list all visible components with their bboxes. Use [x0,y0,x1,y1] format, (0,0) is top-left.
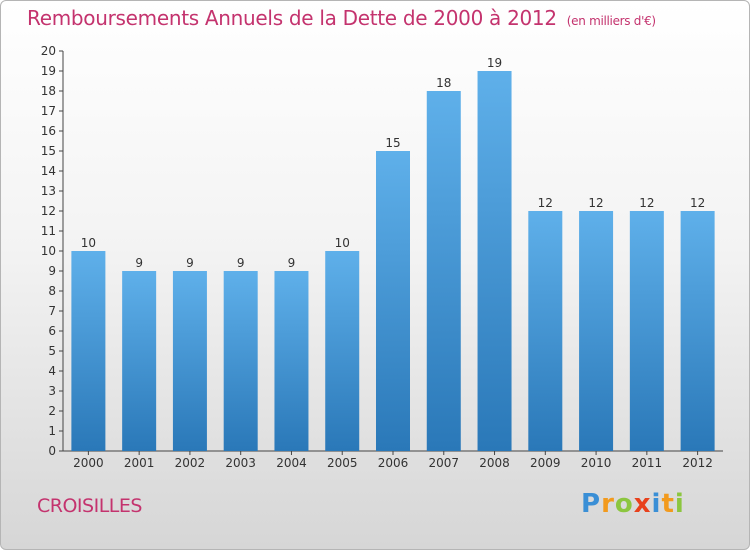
logo-letter: r [601,489,615,519]
value-label: 15 [385,136,400,150]
logo-letter: i [674,489,685,519]
bar-2006 [376,151,410,451]
y-tick-label: 7 [48,304,56,318]
y-tick-label: 17 [41,104,56,118]
y-tick-label: 15 [41,144,56,158]
value-label: 9 [237,256,245,270]
proxiti-logo: Proxiti [581,489,685,519]
bar-2001 [122,271,157,451]
logo-letter: t [661,489,675,519]
bar-2011 [629,211,664,451]
value-label: 9 [186,256,194,270]
y-tick-label: 4 [48,364,56,378]
y-tick-label: 8 [48,284,56,298]
bar-2009 [528,211,563,451]
logo-letter: x [633,489,652,519]
value-label: 10 [335,236,350,250]
x-tick-label: 2012 [682,456,713,470]
x-tick-label: 2005 [327,456,358,470]
logo-letter: P [581,489,602,519]
x-tick-label: 2006 [378,456,409,470]
bar-2000 [71,251,106,451]
bars [71,71,715,451]
y-tick-label: 3 [48,384,56,398]
value-label: 18 [436,76,451,90]
bar-2008 [477,71,512,451]
y-tick-label: 6 [48,324,56,338]
value-label: 12 [588,196,603,210]
value-label: 10 [81,236,96,250]
chart-title-text: Remboursements Annuels de la Dette de 20… [27,6,557,30]
value-label: 12 [538,196,553,210]
y-tick-label: 19 [41,64,56,78]
city-name: CROISILLES [37,495,142,517]
y-tick-label: 1 [48,424,56,438]
y-tick-label: 11 [41,224,56,238]
bar-2012 [680,211,715,451]
x-tick-label: 2007 [428,456,459,470]
value-label: 9 [135,256,143,270]
y-tick-label: 9 [48,264,56,278]
x-tick-label: 2001 [124,456,155,470]
x-tick-label: 2004 [276,456,307,470]
x-tick-label: 2009 [530,456,561,470]
bar-2003 [223,271,258,451]
y-tick-label: 2 [48,404,56,418]
x-tick-label: 2002 [175,456,206,470]
bar-2007 [426,91,461,451]
y-tick-label: 18 [41,84,56,98]
value-label: 12 [639,196,654,210]
value-label: 19 [487,56,502,70]
y-tick-label: 16 [41,124,56,138]
chart-title: Remboursements Annuels de la Dette de 20… [27,6,656,30]
x-tick-label: 2003 [225,456,256,470]
x-tick-label: 2010 [581,456,612,470]
y-tick-label: 20 [41,44,56,58]
bar-2004 [274,271,309,451]
chart-unit: (en milliers d'€) [566,14,656,28]
y-tick-label: 10 [41,244,56,258]
logo-letter: o [614,489,634,519]
x-tick-label: 2011 [632,456,663,470]
bar-2002 [172,271,207,451]
x-tick-label: 2008 [479,456,510,470]
y-tick-label: 14 [41,164,56,178]
logo-letter: i [651,489,662,519]
bar-2005 [325,251,360,451]
y-tick-label: 12 [41,204,56,218]
bar-2010 [579,211,614,451]
value-label: 9 [288,256,296,270]
y-tick-label: 13 [41,184,56,198]
data-labels: 10 9 9 9 9 10 15 18 19 12 12 12 12 [81,56,706,270]
x-tick-label: 2000 [73,456,104,470]
y-tick-label: 5 [48,344,56,358]
value-label: 12 [690,196,705,210]
y-tick-label: 0 [48,444,56,458]
